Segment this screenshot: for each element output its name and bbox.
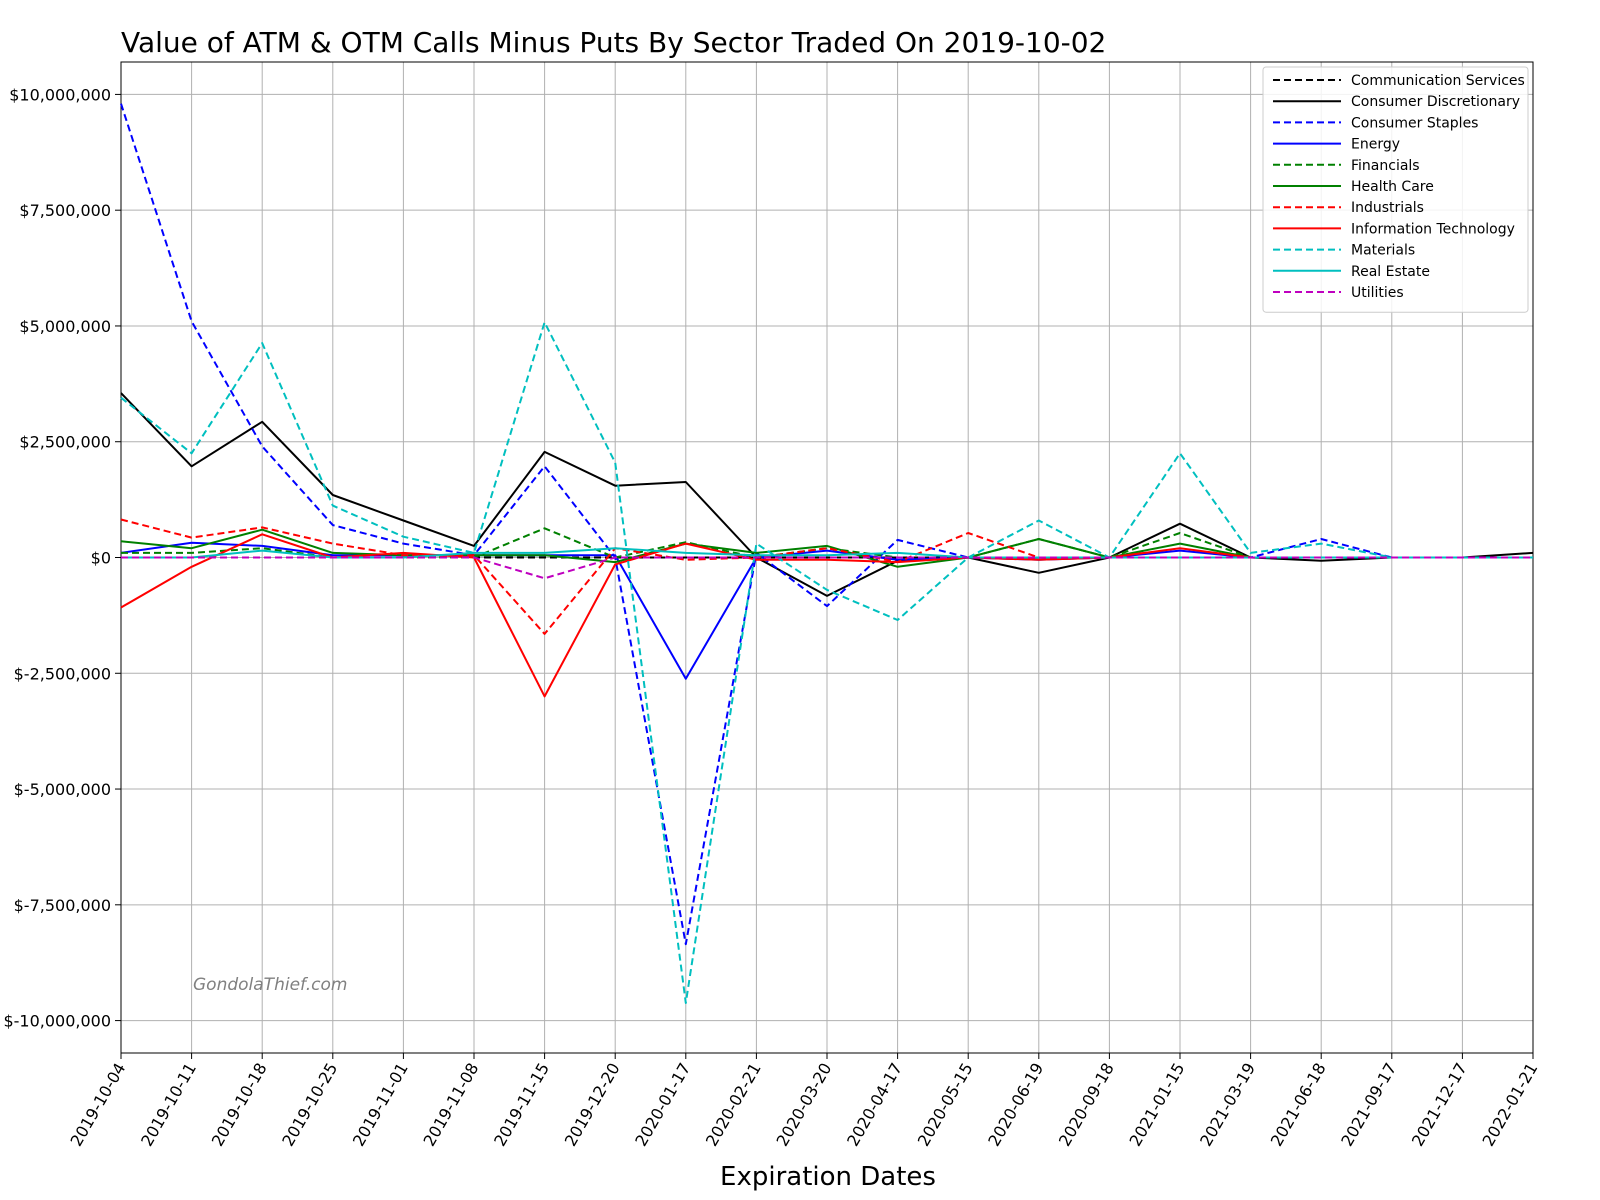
series-line-consumer-discretionary bbox=[120, 392, 1534, 597]
x-axis-label: Expiration Dates bbox=[720, 1162, 936, 1192]
y-tick-label: $-10,000,000 bbox=[3, 1012, 111, 1031]
chart-title: Value of ATM & OTM Calls Minus Puts By S… bbox=[121, 26, 1106, 59]
legend-entry-financials: Financials bbox=[1351, 158, 1420, 174]
watermark: GondolaThief.com bbox=[193, 975, 347, 995]
legend-entry-energy: Energy bbox=[1351, 137, 1400, 153]
y-tick-label: $-2,500,000 bbox=[14, 664, 111, 683]
y-tick-label: $-5,000,000 bbox=[14, 780, 111, 799]
series-line-materials bbox=[120, 321, 1533, 1004]
y-tick-label: $5,000,000 bbox=[19, 317, 111, 336]
y-tick-label: $7,500,000 bbox=[19, 201, 111, 220]
legend-entry-utilities: Utilities bbox=[1351, 285, 1404, 301]
legend-box bbox=[1262, 66, 1529, 313]
series-line-consumer-staples bbox=[120, 103, 1533, 946]
y-tick-label: $10,000,000 bbox=[9, 85, 111, 104]
legend-entry-consumer-staples: Consumer Staples bbox=[1351, 115, 1478, 131]
legend-entry-information-technology: Information Technology bbox=[1351, 221, 1515, 237]
series-lines bbox=[120, 103, 1534, 1004]
legend: Communication Services Consumer Discretio… bbox=[1262, 66, 1529, 313]
legend-entry-communication-services: Communication Services bbox=[1351, 73, 1525, 89]
legend-entry-health-care: Health Care bbox=[1351, 179, 1434, 195]
y-tick-label: $2,500,000 bbox=[19, 433, 111, 452]
legend-entry-consumer-discretionary: Consumer Discretionary bbox=[1351, 94, 1520, 110]
y-axis-ticks: $10,000,000 $7,500,000 $5,000,000 $2,500,00… bbox=[3, 85, 121, 1031]
series-line-utilities bbox=[121, 556, 1533, 580]
legend-entry-industrials: Industrials bbox=[1351, 200, 1424, 216]
y-tick-label: $-7,500,000 bbox=[14, 896, 111, 915]
legend-entry-real-estate: Real Estate bbox=[1351, 264, 1430, 280]
y-tick-label: $0 bbox=[91, 549, 111, 568]
legend-entry-materials: Materials bbox=[1351, 243, 1415, 259]
